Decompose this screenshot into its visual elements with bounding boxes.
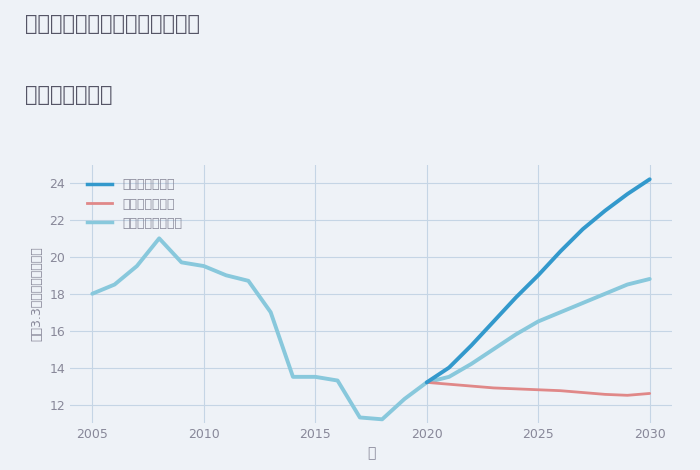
ノーマルシナリオ bbox=[534, 319, 542, 324]
ノーマルシナリオ bbox=[155, 235, 163, 241]
X-axis label: 年: 年 bbox=[367, 446, 375, 461]
Y-axis label: 坪（3.3㎡）単価（万円）: 坪（3.3㎡）単価（万円） bbox=[31, 246, 43, 341]
グッドシナリオ bbox=[645, 176, 654, 182]
ノーマルシナリオ bbox=[222, 273, 230, 278]
ノーマルシナリオ bbox=[133, 263, 141, 269]
ノーマルシナリオ bbox=[289, 374, 298, 380]
グッドシナリオ bbox=[556, 249, 565, 254]
ノーマルシナリオ bbox=[623, 282, 631, 287]
ノーマルシナリオ bbox=[199, 263, 208, 269]
Text: 三重県いなべ市員弁町岡丁田の: 三重県いなべ市員弁町岡丁田の bbox=[25, 14, 199, 34]
ノーマルシナリオ bbox=[489, 346, 498, 352]
Text: 土地の価格推移: 土地の価格推移 bbox=[25, 85, 112, 105]
Line: ノーマルシナリオ: ノーマルシナリオ bbox=[92, 238, 650, 419]
ノーマルシナリオ bbox=[311, 374, 319, 380]
ノーマルシナリオ bbox=[267, 309, 275, 315]
ノーマルシナリオ bbox=[333, 378, 342, 384]
バッドシナリオ bbox=[489, 385, 498, 391]
グッドシナリオ bbox=[444, 365, 453, 370]
ノーマルシナリオ bbox=[423, 380, 431, 385]
ノーマルシナリオ bbox=[601, 291, 609, 297]
バッドシナリオ bbox=[512, 386, 520, 392]
ノーマルシナリオ bbox=[378, 416, 386, 422]
ノーマルシナリオ bbox=[444, 374, 453, 380]
ノーマルシナリオ bbox=[645, 276, 654, 282]
グッドシナリオ bbox=[512, 295, 520, 300]
グッドシナリオ bbox=[579, 227, 587, 232]
ノーマルシナリオ bbox=[177, 259, 186, 265]
バッドシナリオ bbox=[623, 392, 631, 398]
Line: グッドシナリオ: グッドシナリオ bbox=[427, 179, 650, 383]
グッドシナリオ bbox=[623, 191, 631, 197]
ノーマルシナリオ bbox=[467, 361, 475, 367]
グッドシナリオ bbox=[489, 319, 498, 324]
ノーマルシナリオ bbox=[244, 278, 253, 284]
バッドシナリオ bbox=[444, 382, 453, 387]
ノーマルシナリオ bbox=[579, 300, 587, 306]
バッドシナリオ bbox=[645, 391, 654, 396]
Legend: グッドシナリオ, バッドシナリオ, ノーマルシナリオ: グッドシナリオ, バッドシナリオ, ノーマルシナリオ bbox=[83, 173, 188, 235]
ノーマルシナリオ bbox=[400, 396, 409, 402]
バッドシナリオ bbox=[556, 388, 565, 393]
グッドシナリオ bbox=[534, 273, 542, 278]
バッドシナリオ bbox=[467, 383, 475, 389]
ノーマルシナリオ bbox=[556, 309, 565, 315]
ノーマルシナリオ bbox=[111, 282, 119, 287]
バッドシナリオ bbox=[423, 380, 431, 385]
ノーマルシナリオ bbox=[88, 291, 97, 297]
バッドシナリオ bbox=[601, 392, 609, 397]
グッドシナリオ bbox=[423, 380, 431, 385]
ノーマルシナリオ bbox=[512, 331, 520, 337]
グッドシナリオ bbox=[601, 208, 609, 213]
Line: バッドシナリオ: バッドシナリオ bbox=[427, 383, 650, 395]
バッドシナリオ bbox=[579, 390, 587, 395]
グッドシナリオ bbox=[467, 343, 475, 348]
バッドシナリオ bbox=[534, 387, 542, 392]
ノーマルシナリオ bbox=[356, 415, 364, 420]
